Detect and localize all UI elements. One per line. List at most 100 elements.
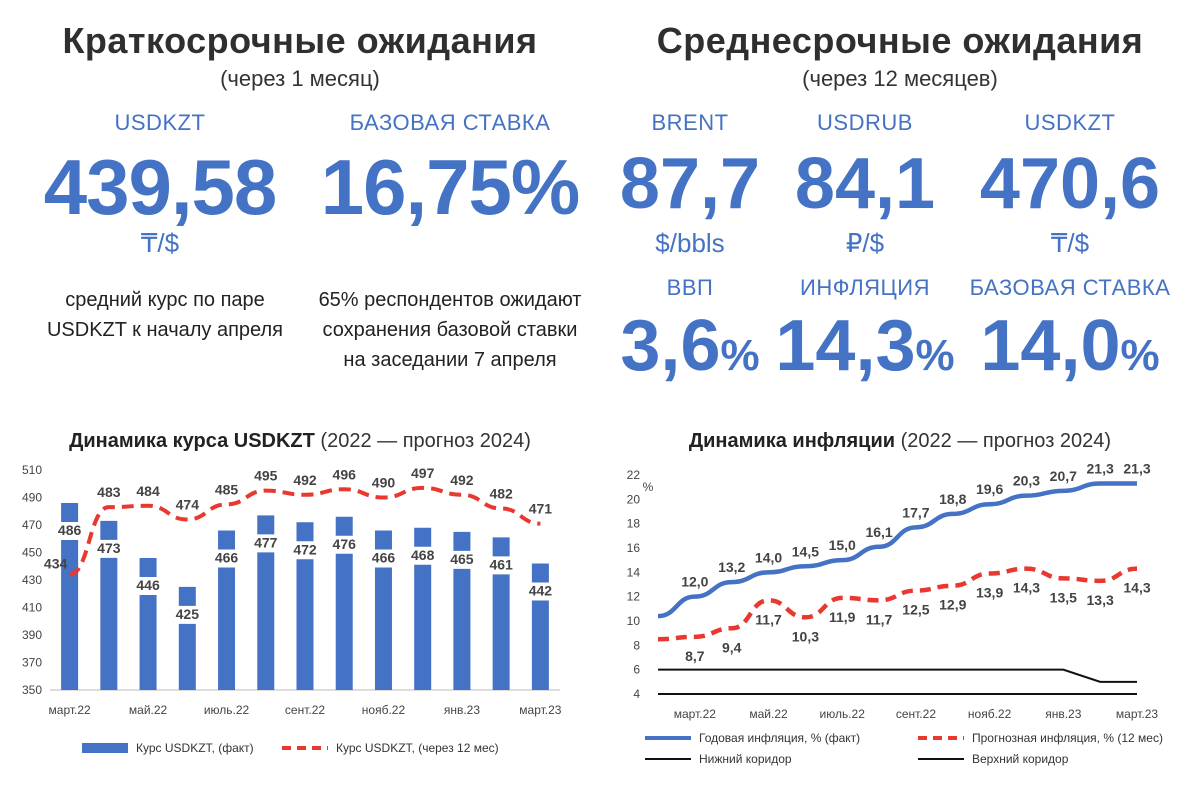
forecast-value-label: 9,4 [722,639,742,655]
kpi-value-base-rate-mid: 14,0% [960,310,1180,382]
short-term-subtitle: (через 1 месяц) [220,66,380,91]
actual-value-label: 21,3 [1123,461,1150,477]
forecast-value-label: 11,7 [755,611,782,627]
legend-actual-label: Годовая инфляция, % (факт) [699,731,860,745]
x-tick-label: июль.22 [204,703,250,717]
forecast-value-label: 14,3 [1123,580,1150,596]
x-tick-label: март.23 [1116,707,1159,721]
legend-fact-label: Курс USDKZT, (факт) [136,741,254,755]
line-value-label: 482 [489,486,513,502]
line-value-label: 485 [215,481,239,497]
actual-value-label: 15,0 [829,537,856,553]
chart-title-main: Динамика инфляции [688,430,896,452]
bar [296,522,314,690]
y-tick-label: 22 [627,468,641,482]
kpi-value-usdkzt-mid: 470,6 [979,144,1161,224]
bar-label-bg [131,577,166,595]
forecast-value-label: 11,7 [866,611,893,627]
actual-value-label: 21,3 [1087,461,1114,477]
note-line: сохранения базовой ставки [322,319,578,341]
actual-value-label: 17,7 [902,504,929,520]
bar-label-bg [366,549,401,568]
kpi-percent-sign: % [1120,331,1160,380]
chart-title-main: Динамика курса USDKZT [69,430,315,452]
line-value-label: 484 [136,483,160,499]
x-tick-label: май.22 [129,703,168,717]
kpi-number: 3,6 [620,306,721,386]
bar-value-label: 466 [372,550,396,566]
bar-value-label: 425 [176,606,200,622]
note-line: 65% респондентов ожидают [318,289,582,311]
inflation-chart: 4 6 8 10 12 14 16 18 20 22% 12,0 13,2 14,0 14,5 15,0 16… [627,461,1163,766]
x-tick-label: март.23 [519,703,562,717]
note-line: средний курс по паре [65,289,265,311]
bar-value-label: 442 [529,583,553,599]
line-value-label: 434 [44,556,68,572]
y-tick-label: 18 [627,517,641,531]
kpi-percent-sign: % [915,331,955,380]
x-tick-label: май.22 [749,707,788,721]
kpi-unit-usdkzt-short: ₸/$ [140,228,180,258]
kpi-label-usdkzt-short: USDKZT [114,110,206,135]
actual-value-label: 14,0 [755,549,782,565]
kpi-label-usdkzt-mid: USDKZT [1024,110,1116,135]
bar [335,516,353,690]
kpi-value-gdp: 3,6% [590,310,790,382]
forecast-value-label: 12,5 [902,602,929,618]
chart-title-suffix: (2022 — прогноз 2024) [320,430,531,452]
bar [374,530,392,690]
actual-value-label: 20,3 [1013,473,1040,489]
forecast-value-label: 13,9 [976,585,1003,601]
x-tick-label: сент.22 [285,703,325,717]
bar [61,503,79,690]
legend-lower-label: Нижний коридор [699,752,792,766]
bar [178,586,196,690]
forecast-value-label: 8,7 [685,648,705,664]
bar-label-bg [170,605,205,624]
line-value-label: 492 [450,472,474,488]
bar-value-label: 472 [293,541,317,557]
kpi-value-usdkzt-short: 439,58 [43,143,278,231]
y-tick-label: 8 [633,638,640,652]
bar [453,531,471,690]
bar-label-bg [209,549,244,568]
kpi-note-base-rate-short: 65% респондентов ожидают сохранения базо… [300,285,600,375]
line-value-label: 495 [254,468,278,484]
kpi-label-gdp: ВВП [666,275,714,300]
y-tick-label: 10 [627,614,641,628]
forecast-value-label: 14,3 [1013,580,1040,596]
kpi-value-brent: 87,7 [619,144,761,224]
bar [218,530,236,690]
legend-forecast-label: Курс USDKZT, (через 12 мес) [336,741,499,755]
actual-value-label: 13,2 [718,559,745,575]
chart-title-suffix: (2022 — прогноз 2024) [900,430,1112,452]
bar-label-bg [248,534,283,553]
kpi-label-usdrub: USDRUB [817,110,913,135]
bar-value-label: 468 [411,547,435,563]
bar-value-label: 461 [489,556,513,572]
bar-label-bg [444,550,479,569]
bar [257,515,275,690]
x-tick-label: июль.22 [820,707,866,721]
y-tick-label: 4 [633,687,640,701]
bar-value-label: 473 [97,540,121,556]
forecast-line [69,485,541,577]
y-tick-label: 470 [22,518,42,532]
inflation-chart-title: Динамика инфляции (2022 — прогноз 2024) [610,430,1190,453]
y-tick-label: 14 [627,565,641,579]
kpi-value-inflation: 14,3% [755,310,975,382]
y-tick-label: 6 [633,663,640,677]
actual-value-label: 18,8 [939,491,966,507]
note-line: на заседании 7 апреля [343,349,557,371]
forecast-value-label: 12,9 [939,597,966,613]
y-tick-label: 430 [22,573,42,587]
bar-label-bg [91,539,126,558]
mid-term-title: Среднесрочные ожидания [656,20,1144,61]
kpi-label-base-rate-short: БАЗОВАЯ СТАВКА [349,110,551,135]
x-tick-label: янв.23 [444,703,481,717]
kpi-unit-usdrub: ₽/$ [845,228,885,258]
y-tick-label: 450 [22,546,42,560]
kpi-number: 14,0 [980,306,1121,386]
bar-value-label: 477 [254,534,278,550]
line-value-label: 492 [293,472,317,488]
